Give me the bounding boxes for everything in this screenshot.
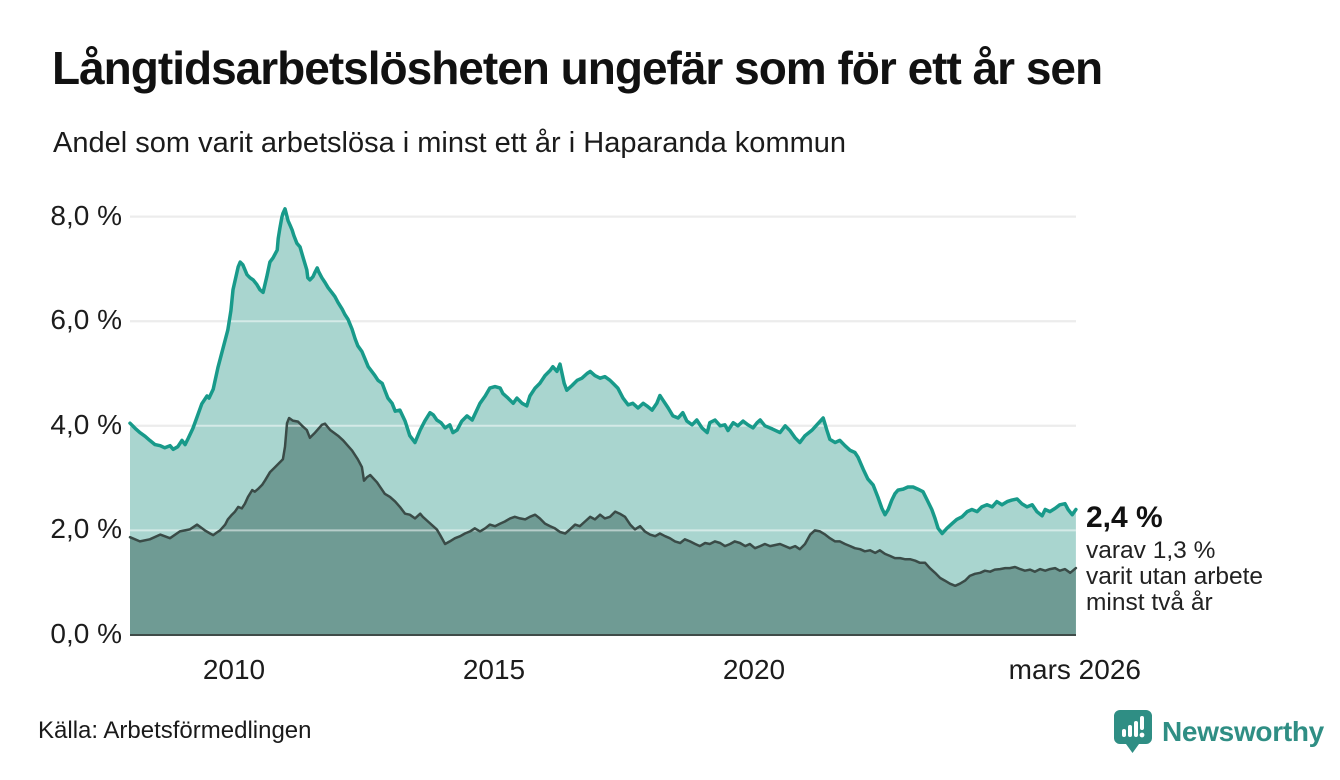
series-area-1: [130, 418, 1076, 635]
bar-large: [1134, 721, 1138, 737]
annotation-line-1: varav 1,3 %: [1086, 537, 1216, 564]
bar-small: [1122, 729, 1126, 737]
page-title: Långtidsarbetslösheten ungefär som för e…: [52, 42, 1103, 94]
x-axis-label: 2010: [202, 654, 266, 685]
series-line-1: [128, 416, 1078, 588]
y-axis-label: 0,0 %: [50, 618, 122, 649]
x-axis-label: 2015: [462, 654, 526, 685]
y-axis-label: 8,0 %: [50, 199, 122, 231]
exclamation-dot: [1139, 732, 1145, 738]
source-credit: Källa: Arbetsförmedlingen: [38, 717, 312, 744]
annotation-line-3: minst två år: [1086, 589, 1213, 616]
bar-medium: [1128, 725, 1132, 737]
x-axis-label: mars 2026: [1008, 654, 1141, 685]
brand-wordmark: Newsworthy: [1162, 716, 1324, 747]
x-axis-label: 2020: [722, 654, 786, 685]
latest-twoyear-annotation: varav 1,3 % varit utan arbete minst två …: [1086, 538, 1263, 616]
series-line-0: [128, 207, 1078, 536]
y-axis-label: 4,0 %: [50, 408, 122, 440]
chart-subtitle: Andel som varit arbetslösa i minst ett å…: [53, 127, 847, 159]
newsworthy-logo: Newsworthy: [1113, 709, 1324, 755]
latest-total-value-label: 2,4 %: [1086, 501, 1163, 534]
y-axis-label: 6,0 %: [50, 304, 122, 336]
exclamation-bar: [1140, 716, 1144, 730]
annotation-line-2: varit utan arbete: [1086, 563, 1264, 590]
newsworthy-speech-bubble-icon: [1114, 710, 1152, 753]
y-axis-label: 2,0 %: [50, 513, 122, 545]
